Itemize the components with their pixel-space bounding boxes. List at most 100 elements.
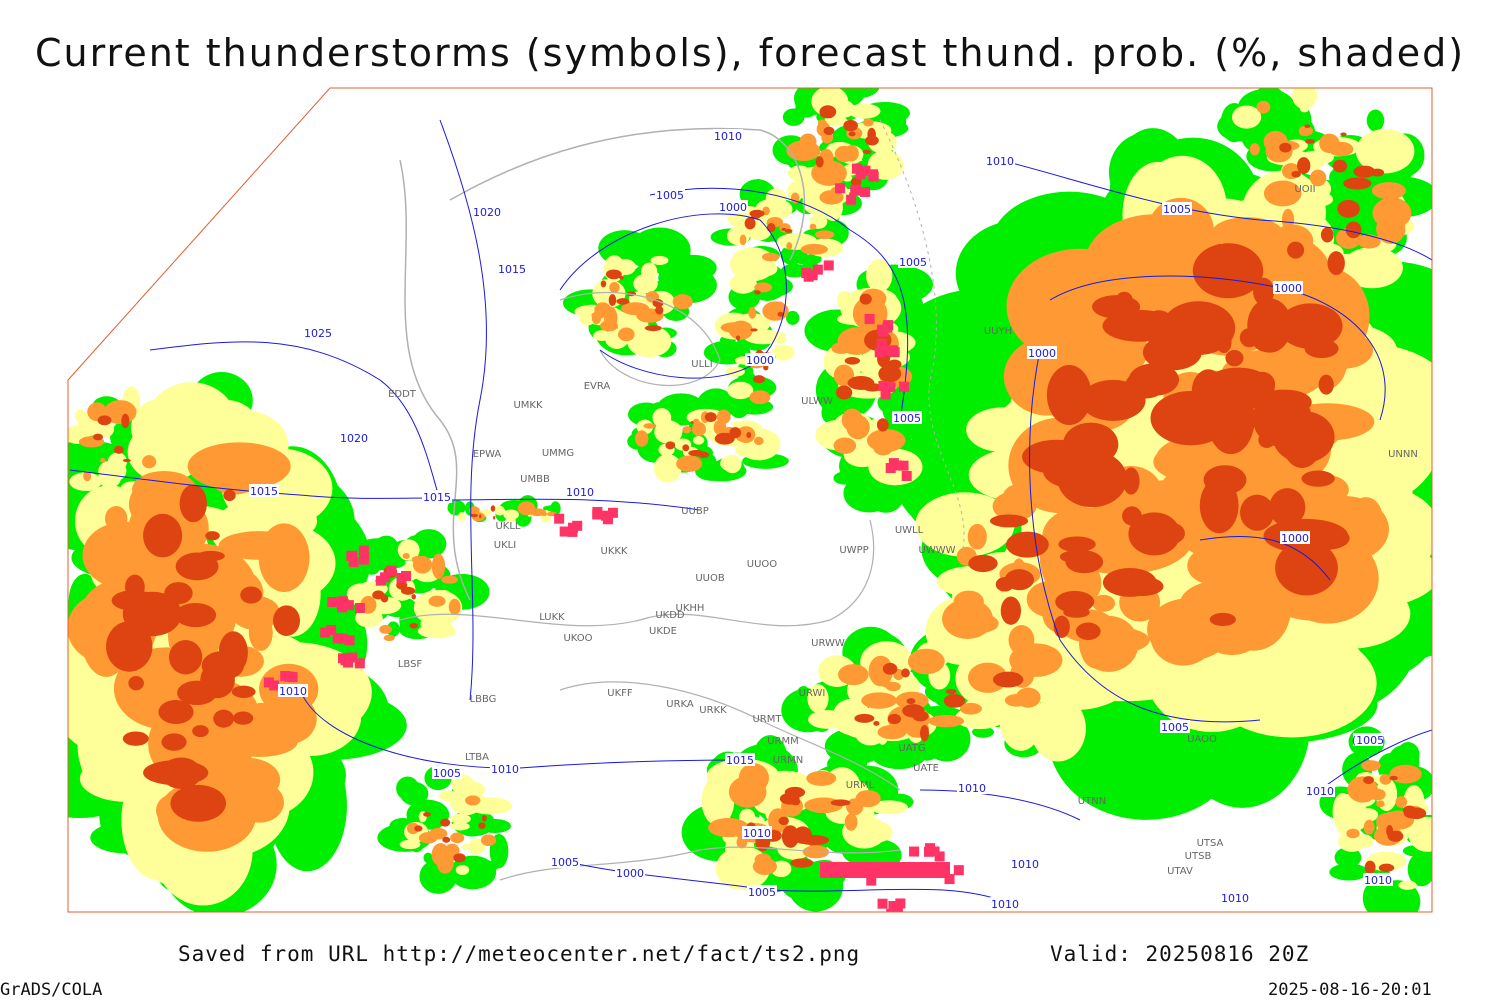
thunderstorm-symbol [851,163,862,174]
thunderstorm-symbol [823,260,834,271]
shade-orange [465,795,481,806]
shade-yellow [807,684,829,713]
isobar-label: 1000 [746,354,774,367]
shade-orange [967,523,987,550]
station-code: UKDE [649,626,677,637]
station-code: UTNN [1078,796,1106,807]
shade-brown [158,700,194,725]
shade-brown [111,590,157,611]
shade-brown [1046,365,1092,426]
shade-orange [105,505,128,532]
isobar-label: 1000 [1274,282,1302,295]
thunderstorm-symbol [607,507,618,518]
isobar-label-bg [249,484,279,497]
thunderstorm-symbol [846,194,857,205]
shade-orange [607,321,616,329]
isobar-label-bg [303,326,333,339]
shade-green [843,474,895,513]
shade-orange [406,822,420,835]
isobar-label-bg [422,490,452,503]
shade-orange [383,634,395,642]
shade-orange [862,118,874,127]
thunderstorm-symbol [379,572,390,583]
shade-orange [953,590,984,613]
shade-brown [1269,488,1306,527]
shade-orange [959,702,982,715]
shade-orange [868,655,893,687]
shade-brown [1232,263,1254,286]
shade-brown [830,799,851,807]
shade-green [821,401,839,424]
isobar-label-bg [497,262,527,275]
shade-brown [1281,415,1323,469]
shade-brown [867,127,876,142]
shade-brown [901,668,910,678]
thunderstorm-symbol [899,381,910,392]
shade-yellow [1341,802,1370,831]
shade-yellow [503,509,520,520]
shade-brown [414,825,423,832]
station-code: URKA [666,699,694,710]
isobar-label: 1010 [714,130,742,143]
isobar-label-bg [339,431,369,444]
shade-brown [655,305,664,315]
shade-brown [200,661,235,699]
station-code: UKLL [495,521,520,532]
shade-yellow [1355,129,1415,174]
isobar-label: 1000 [616,867,644,880]
shade-green [1334,847,1362,868]
station-code: EDDT [388,389,417,400]
shade-brown [1065,550,1104,574]
shade-brown [478,822,486,829]
shade-green [423,852,433,864]
thunderstorm-symbol [280,671,291,682]
shade-brown [490,505,496,512]
shade-brown [1122,467,1140,495]
shade-yellow [455,864,470,876]
isobar-label-bg [1280,531,1310,544]
shade-brown [1075,622,1101,641]
station-code: UMBB [520,474,550,485]
shade-orange [418,832,438,844]
shade-brown [1209,612,1236,627]
shade-brown [1199,477,1239,534]
thunderstorm-symbol [803,271,814,282]
shade-brown [619,275,624,280]
thunderstorm-symbol [327,597,338,608]
shade-yellow [732,421,745,428]
station-code: UTSB [1185,851,1212,862]
isobar-label: 1020 [473,206,501,219]
shade-brown [1297,157,1311,175]
station-code: URML [846,780,875,791]
thunderstorm-symbol [554,513,565,524]
shade-orange [967,662,1008,693]
shade-brown [218,631,248,674]
station-code: UUOO [747,559,778,570]
shade-brown [819,105,837,119]
shade-brown [600,280,607,288]
shade-brown [784,228,793,233]
shade-brown [1340,132,1347,137]
thunderstorm-symbol [889,347,900,358]
shade-orange [480,834,497,847]
shade-brown [372,590,385,600]
thunderstorm-symbol [885,382,896,393]
shade-green [782,108,805,126]
station-code: UMKK [513,400,543,411]
valid-time: Valid: 20250816 20Z [1050,942,1309,966]
shade-orange [1263,180,1302,207]
isobar-label-bg [1363,873,1393,886]
shade-brown [847,376,875,390]
shade-orange [1376,813,1396,832]
shade-green [786,310,800,325]
shade-brown [470,513,479,518]
shade-brown [1337,199,1360,218]
shade-yellow [1408,816,1432,852]
shade-yellow [755,261,778,277]
thunderstorm-symbols [263,163,964,912]
shade-orange [1379,774,1392,785]
shade-brown [1155,522,1185,545]
isobar-label-bg [713,129,743,142]
shade-brown [882,662,898,675]
shade-brown [232,711,254,725]
